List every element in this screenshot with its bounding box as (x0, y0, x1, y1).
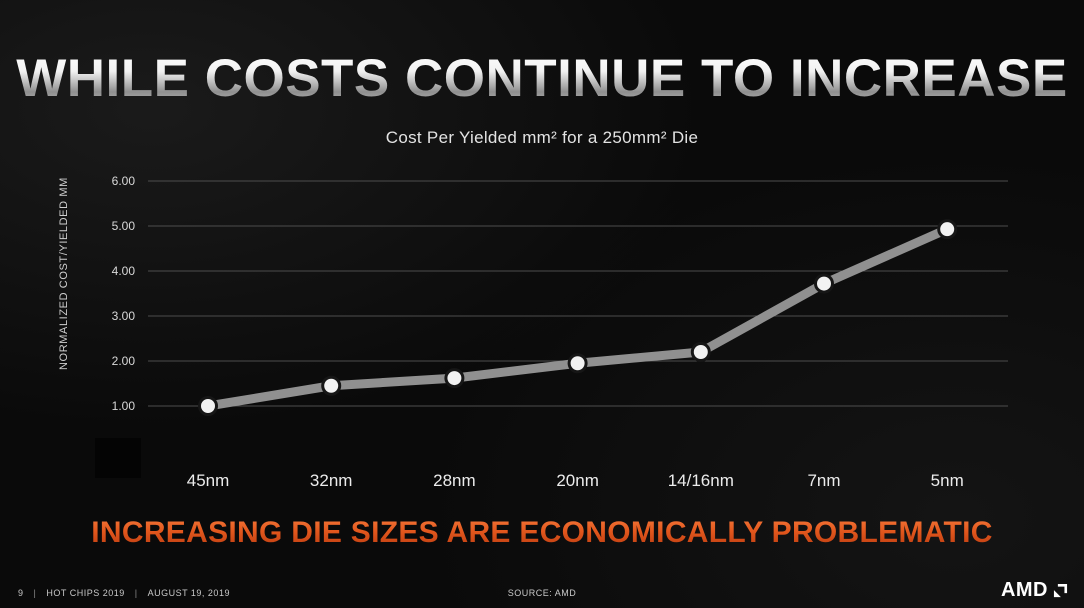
y-tick-label: 5.00 (112, 219, 136, 233)
x-tick-label: 5nm (931, 471, 964, 490)
footer-event: HOT CHIPS 2019 (46, 588, 125, 598)
amd-arrow-icon (1053, 583, 1068, 598)
amd-logo: AMD (1001, 579, 1068, 602)
data-point-marker (321, 375, 342, 396)
decorative-square (95, 438, 141, 478)
cost-trend-line (203, 224, 952, 411)
slide-title: WHILE COSTS CONTINUE TO INCREASE (0, 48, 1084, 109)
y-tick-label: 2.00 (112, 354, 136, 368)
y-tick-label: 4.00 (112, 264, 136, 278)
data-point-marker (567, 353, 588, 374)
x-tick-label: 32nm (310, 471, 353, 490)
amd-wordmark: AMD (1000, 579, 1048, 601)
slide-tagline: INCREASING DIE SIZES ARE ECONOMICALLY PR… (0, 516, 1084, 550)
footer: 9 | HOT CHIPS 2019 | AUGUST 19, 2019 SOU… (0, 578, 1084, 608)
y-tick-label: 3.00 (112, 309, 136, 323)
data-point-marker (690, 342, 711, 362)
x-tick-label: 7nm (807, 471, 840, 490)
x-tick-label: 14/16nm (668, 471, 734, 490)
footer-source: SOURCE: AMD (507, 588, 577, 598)
footer-date: AUGUST 19, 2019 (147, 588, 230, 598)
data-point-marker (937, 219, 958, 240)
y-tick-label: 6.00 (112, 174, 136, 188)
cost-line-chart: 1.00 2.00 3.00 4.00 5.00 6.00 45nm 32nm 28nm 20nm… (112, 174, 1008, 490)
data-point-marker (814, 273, 834, 294)
data-point-marker (444, 368, 465, 389)
x-tick-label: 20nm (556, 471, 599, 490)
footer-meta: 9 | HOT CHIPS 2019 | AUGUST 19, 2019 (18, 588, 230, 598)
chart-title: Cost Per Yielded mm² for a 250mm² Die (385, 128, 699, 147)
y-tick-label: 1.00 (112, 399, 136, 413)
data-point-marker (198, 396, 218, 416)
footer-divider: | (134, 588, 138, 598)
page-number: 9 (18, 588, 24, 598)
x-tick-label: 45nm (187, 471, 230, 490)
x-tick-label: 28nm (433, 471, 476, 490)
footer-divider: | (33, 588, 37, 598)
